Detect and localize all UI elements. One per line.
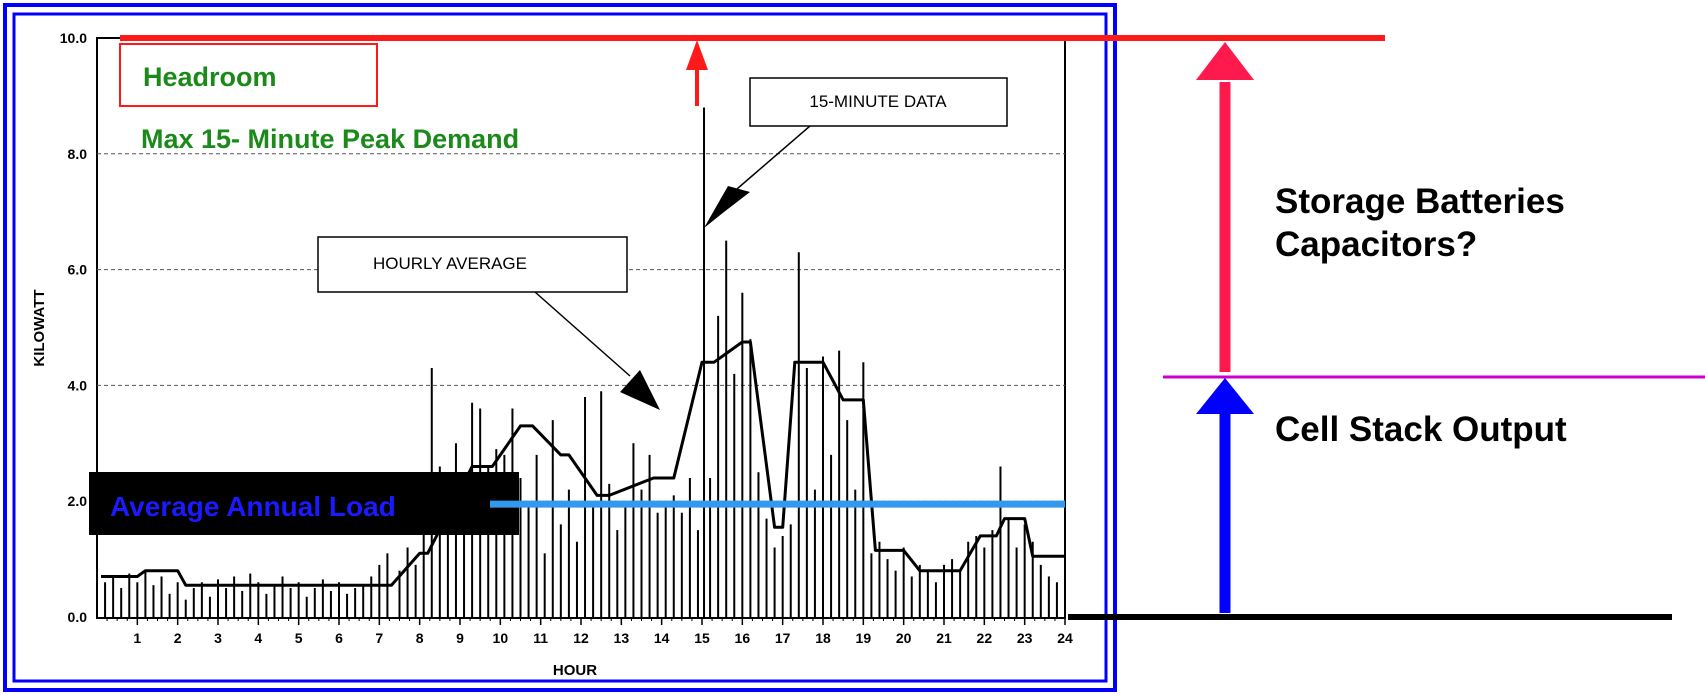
x-tick-label: 22 xyxy=(977,630,993,646)
y-tick-label: 2.0 xyxy=(68,493,88,509)
callout-hourly-box xyxy=(317,236,628,293)
storage-label-line1: Storage Batteries xyxy=(1275,182,1565,221)
x-tick-label: 13 xyxy=(614,630,630,646)
x-tick-label: 3 xyxy=(214,630,222,646)
x-tick-label: 11 xyxy=(533,630,548,646)
storage-label-line2: Capacitors? xyxy=(1275,225,1477,264)
callout-hourly-leader xyxy=(534,291,631,377)
x-tick-label: 24 xyxy=(1057,630,1073,646)
callout-15min-box xyxy=(749,77,1008,127)
x-tick-label: 8 xyxy=(416,630,424,646)
x-axis-title: HOUR xyxy=(553,662,597,679)
outer-frame xyxy=(3,3,1117,692)
x-tick-label: 20 xyxy=(896,630,912,646)
avg-load-label-box xyxy=(89,472,519,535)
callout-15min-label: 15-MINUTE DATA xyxy=(809,92,947,111)
cell-stack-label: Cell Stack Output xyxy=(1275,410,1567,449)
x-tick-labels: 1 2 3 4 5 6 7 8 9 10 11 12 13 14 15 16 17 18 19 20 21 22 23 24 xyxy=(133,617,1073,646)
x-tick-label: 1 xyxy=(133,630,141,646)
cell-stack-arrowhead xyxy=(1196,378,1254,414)
y-tick-labels: 0.0 2.0 4.0 6.0 8.0 10.0 xyxy=(60,30,87,625)
x-tick-label: 14 xyxy=(654,630,670,646)
x-tick-label: 9 xyxy=(456,630,464,646)
y-tick-label: 4.0 xyxy=(68,377,88,393)
peak-headroom-arrowhead xyxy=(686,40,708,70)
x-tick-label: 21 xyxy=(936,630,952,646)
x-tick-label: 12 xyxy=(573,630,589,646)
series-15-minute-data xyxy=(104,107,1058,617)
callout-15min-leader xyxy=(729,125,811,196)
headroom-box xyxy=(119,43,378,107)
series-hourly-average xyxy=(101,340,1065,587)
x-tick-label: 19 xyxy=(856,630,872,646)
x-tick-label: 18 xyxy=(815,630,831,646)
x-tick-label: 10 xyxy=(493,630,509,646)
x-tick-label: 15 xyxy=(694,630,710,646)
x-tick-label: 2 xyxy=(174,630,182,646)
callout-15min-arrowhead xyxy=(704,186,750,228)
avg-load-label: Average Annual Load xyxy=(110,491,396,522)
x-tick-label: 17 xyxy=(775,630,791,646)
y-tick-label: 8.0 xyxy=(68,146,88,162)
x-tick-label: 5 xyxy=(295,630,303,646)
y-tick-label: 10.0 xyxy=(60,30,87,46)
y-tick-label: 0.0 xyxy=(68,609,88,625)
grid-lines xyxy=(97,153,1065,502)
hourly-average-line xyxy=(101,340,1065,587)
storage-arrowhead xyxy=(1196,42,1254,80)
max-peak-label: Max 15- Minute Peak Demand xyxy=(141,124,519,154)
callout-hourly-label: HOURLY AVERAGE xyxy=(373,254,527,273)
y-axis-title: KILOWATT xyxy=(31,289,48,366)
headroom-label: Headroom xyxy=(143,62,277,92)
callout-hourly-arrowhead xyxy=(620,370,660,410)
x-minor-ticks xyxy=(106,617,1056,621)
x-tick-label: 6 xyxy=(335,630,343,646)
inner-frame xyxy=(12,12,1108,683)
x-tick-label: 16 xyxy=(735,630,751,646)
x-tick-label: 7 xyxy=(375,630,383,646)
x-tick-label: 23 xyxy=(1017,630,1033,646)
x-tick-label: 4 xyxy=(254,630,262,646)
y-tick-label: 6.0 xyxy=(68,262,88,278)
